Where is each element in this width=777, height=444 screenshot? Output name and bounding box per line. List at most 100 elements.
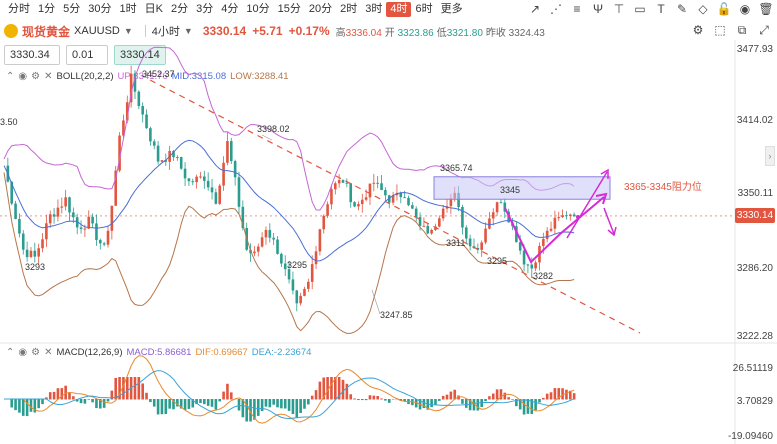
macd-histogram-bar bbox=[56, 388, 60, 400]
price-change: +5.71 bbox=[252, 24, 283, 38]
timeframe-tab[interactable]: 日K bbox=[144, 2, 163, 15]
macd-histogram-bar bbox=[253, 399, 256, 420]
macd-histogram-bar bbox=[499, 389, 503, 400]
expand-handle-icon[interactable]: › bbox=[765, 146, 775, 166]
ray-tool-icon[interactable]: ⋰ bbox=[550, 2, 562, 16]
boll-middle-band bbox=[3, 139, 575, 262]
period-label[interactable]: 4小时 bbox=[151, 26, 180, 38]
macd-histogram-bar bbox=[403, 399, 406, 402]
candle-body bbox=[418, 217, 422, 226]
timeframe-tab[interactable]: 20分 bbox=[308, 2, 333, 15]
candle-body bbox=[179, 157, 183, 169]
macd-histogram-bar bbox=[272, 399, 275, 405]
macd-histogram-bar bbox=[345, 383, 349, 400]
macd-close-icon[interactable]: ✕ bbox=[44, 347, 53, 358]
last-price: 3330.14 bbox=[202, 24, 247, 38]
period-chevron-down-icon[interactable]: ▼ bbox=[183, 26, 193, 36]
visibility-icon[interactable]: ◉ bbox=[739, 2, 751, 16]
line-tool-icon[interactable]: ↗ bbox=[529, 2, 541, 16]
price-axis-label: 3477.93 bbox=[736, 44, 773, 55]
candle-body bbox=[457, 192, 460, 208]
candle-body bbox=[449, 198, 453, 207]
macd-histogram-bar bbox=[229, 392, 233, 400]
macd-histogram-bar bbox=[387, 399, 391, 403]
candle-body bbox=[438, 218, 441, 227]
dea-line bbox=[4, 370, 575, 420]
candle-body bbox=[353, 202, 356, 207]
lock-tool-icon[interactable]: 🔓 bbox=[716, 2, 732, 16]
candle-body bbox=[488, 218, 491, 229]
macd-histogram-bar bbox=[276, 399, 279, 408]
candle-body bbox=[280, 253, 283, 264]
macd-histogram-bar bbox=[145, 392, 148, 400]
collapse-icon[interactable]: ⌃ bbox=[6, 71, 15, 82]
macd-histogram-bar bbox=[472, 399, 476, 411]
price-change-pct: +0.17% bbox=[288, 24, 330, 38]
timeframe-tab[interactable]: 1时 bbox=[119, 2, 137, 15]
compare-icon[interactable]: ⧉ bbox=[737, 23, 747, 37]
timeframe-tab[interactable]: 1分 bbox=[38, 2, 56, 15]
macd-histogram-bar bbox=[557, 388, 561, 400]
timeframe-tab[interactable]: 10分 bbox=[246, 2, 270, 15]
macd-histogram-bar bbox=[172, 399, 175, 410]
timeframe-tab[interactable]: 3时 bbox=[365, 2, 383, 15]
boll-name: BOLL(20,2,2) bbox=[56, 71, 114, 82]
timeframe-tab[interactable]: 4时 bbox=[386, 1, 412, 17]
symbol-code[interactable]: XAUUSD bbox=[74, 25, 120, 37]
macd-histogram-bar bbox=[18, 399, 21, 413]
timeframe-tab[interactable]: 5分 bbox=[63, 2, 81, 15]
erase-tool-icon[interactable]: ◇ bbox=[698, 2, 708, 16]
divider bbox=[144, 25, 146, 37]
chevron-down-icon[interactable]: ▼ bbox=[123, 26, 133, 36]
timeframe-tab[interactable]: 6时 bbox=[415, 2, 433, 15]
candle-body bbox=[334, 183, 337, 190]
candle-body bbox=[372, 182, 376, 184]
dea-value: DEA:-2.23674 bbox=[251, 347, 312, 358]
timeframe-tab[interactable]: 15分 bbox=[277, 2, 301, 15]
symbol-info-bar: 现货黄金 XAUUSD ▼ 4小时 ▼ 3330.14 +5.71 +0.17%… bbox=[0, 22, 777, 40]
sell-price-box[interactable]: 3330.34 bbox=[4, 45, 60, 65]
macd-histogram-bar bbox=[206, 399, 210, 406]
channel-tool-icon[interactable]: ≡ bbox=[573, 2, 581, 16]
boll-mid: MID:3315.08 bbox=[171, 71, 227, 82]
candle-body bbox=[99, 239, 102, 244]
macd-histogram-bar bbox=[48, 392, 52, 400]
quantity-input[interactable]: 0.01 bbox=[66, 45, 108, 65]
symbol-name[interactable]: 现货黄金 bbox=[22, 24, 71, 39]
delete-icon[interactable]: 🗑 bbox=[758, 2, 774, 16]
candle-body bbox=[72, 212, 75, 218]
candle-body bbox=[384, 190, 387, 196]
macd-eye-icon[interactable]: ◉ bbox=[18, 347, 28, 358]
brush-tool-icon[interactable]: ✎ bbox=[676, 2, 688, 16]
text-tool-icon[interactable]: T bbox=[657, 2, 665, 16]
screenshot-icon[interactable]: ⬚ bbox=[714, 23, 726, 37]
hline-tool-icon[interactable]: ⊤ bbox=[613, 2, 625, 16]
macd-histogram-bar bbox=[218, 399, 222, 402]
timeframe-tab[interactable]: 3分 bbox=[196, 2, 214, 15]
fib-tool-icon[interactable]: Ψ bbox=[592, 2, 604, 16]
candle-body bbox=[391, 195, 395, 203]
macd-histogram-bar bbox=[264, 399, 268, 407]
settings-icon[interactable]: ⚙ bbox=[31, 71, 41, 82]
macd-histogram-bar bbox=[303, 399, 306, 409]
eye-icon[interactable]: ◉ bbox=[18, 71, 28, 82]
rect-tool-icon[interactable]: ▭ bbox=[634, 2, 646, 16]
candle-body bbox=[430, 229, 433, 234]
macd-value: MACD:5.86681 bbox=[126, 347, 192, 358]
candle-body bbox=[283, 263, 287, 270]
open-value: 开 3323.86 bbox=[384, 27, 434, 39]
timeframe-tab[interactable]: 更多 bbox=[440, 2, 463, 15]
timeframe-tab[interactable]: 4分 bbox=[221, 2, 239, 15]
timeframe-tab[interactable]: 30分 bbox=[88, 2, 112, 15]
macd-collapse-icon[interactable]: ⌃ bbox=[6, 347, 15, 358]
timeframe-tab[interactable]: 2分 bbox=[170, 2, 189, 15]
fullscreen-icon[interactable]: ⤢ bbox=[759, 23, 769, 37]
dif-value: DIF:0.69667 bbox=[195, 347, 248, 358]
timeframe-tab[interactable]: 2时 bbox=[340, 2, 358, 15]
close-icon[interactable]: ✕ bbox=[44, 71, 53, 82]
settings-grid-icon[interactable]: ⚙ bbox=[692, 23, 704, 37]
timeframe-tab[interactable]: 分时 bbox=[8, 2, 30, 15]
macd-settings-icon[interactable]: ⚙ bbox=[31, 347, 41, 358]
annotation-leader bbox=[371, 289, 381, 315]
